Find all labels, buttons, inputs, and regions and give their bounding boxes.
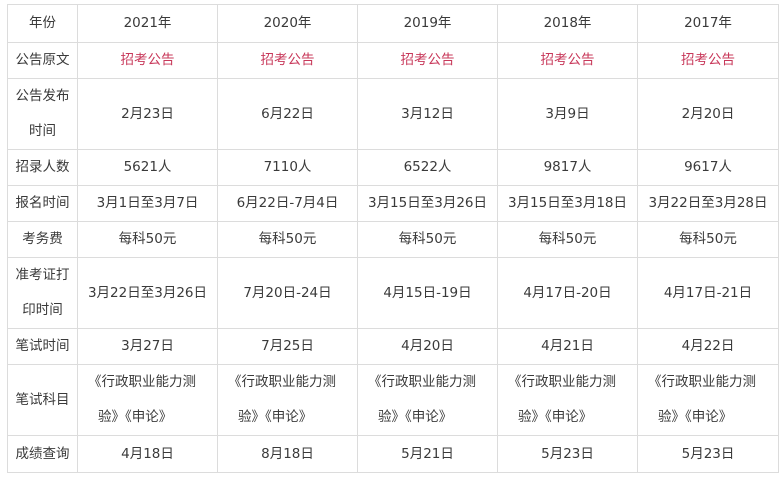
cell: 每科50元 [497, 221, 638, 258]
row-fee: 考务费 每科50元 每科50元 每科50元 每科50元 每科50元 [7, 221, 779, 258]
cell: 5621人 [77, 149, 218, 186]
cell: 2月20日 [637, 78, 779, 150]
cell: 2月23日 [77, 78, 218, 150]
cell: 2018年 [497, 4, 638, 43]
row-written-exam-date: 笔试时间 3月27日 7月25日 4月20日 4月21日 4月22日 [7, 328, 779, 365]
notice-link[interactable]: 招考公告 [357, 42, 498, 79]
cell: 7月25日 [217, 328, 358, 365]
cell: 2017年 [637, 4, 779, 43]
notice-link[interactable]: 招考公告 [217, 42, 358, 79]
notice-link[interactable]: 招考公告 [637, 42, 779, 79]
notice-link[interactable]: 招考公告 [77, 42, 218, 79]
cell: 9817人 [497, 149, 638, 186]
cell-line: 验》《申论》 [238, 409, 313, 425]
cell: 3月15日至3月18日 [497, 185, 638, 222]
row-label: 成绩查询 [7, 435, 78, 473]
cell: 每科50元 [77, 221, 218, 258]
cell: 每科50元 [357, 221, 498, 258]
row-label: 招录人数 [7, 149, 78, 186]
row-label: 笔试时间 [7, 328, 78, 365]
cell: 《行政职业能力测验》《申论》 [357, 364, 498, 436]
cell-line: 《行政职业能力测 [508, 374, 616, 390]
row-label: 笔试科目 [7, 364, 78, 436]
cell: 4月21日 [497, 328, 638, 365]
label-line: 公告发布 [15, 88, 70, 104]
cell: 6月22日-7月4日 [217, 185, 358, 222]
label-line: 准考证打 [15, 267, 70, 283]
exam-schedule-table: 年份 2021年 2020年 2019年 2018年 2017年 公告原文 招考公告 招考公告招… [7, 4, 779, 473]
cell-line: 验》《申论》 [518, 409, 593, 425]
cell: 3月27日 [77, 328, 218, 365]
cell-line: 《行政职业能力测 [88, 374, 196, 390]
cell: 《行政职业能力测验》《申论》 [497, 364, 638, 436]
cell: 6月22日 [217, 78, 358, 150]
row-registration: 报名时间 3月1日至3月7日 6月22日-7月4日 3月15日至3月26日 3月15日至… [7, 185, 779, 222]
cell: 5月23日 [637, 435, 779, 473]
cell: 4月20日 [357, 328, 498, 365]
cell: 5月23日 [497, 435, 638, 473]
cell: 3月22日至3月28日 [637, 185, 779, 222]
label-line: 时间 [29, 123, 56, 139]
cell: 4月18日 [77, 435, 218, 473]
row-score-query: 成绩查询 4月18日 8月18日 5月21日 5月23日 5月23日 [7, 435, 779, 473]
cell: 《行政职业能力测验》《申论》 [217, 364, 358, 436]
row-year: 年份 2021年 2020年 2019年 2018年 2017年 [7, 4, 779, 43]
cell: 3月12日 [357, 78, 498, 150]
cell: 6522人 [357, 149, 498, 186]
cell: 2020年 [217, 4, 358, 43]
cell: 每科50元 [217, 221, 358, 258]
cell: 4月22日 [637, 328, 779, 365]
cell: 8月18日 [217, 435, 358, 473]
cell: 3月22日至3月26日 [77, 257, 218, 329]
cell: 2019年 [357, 4, 498, 43]
cell: 3月1日至3月7日 [77, 185, 218, 222]
cell-line: 《行政职业能力测 [648, 374, 756, 390]
notice-link[interactable]: 招考公告 [497, 42, 638, 79]
row-recruit-count: 招录人数 5621人 7110人 6522人 9817人 9617人 [7, 149, 779, 186]
row-label: 报名时间 [7, 185, 78, 222]
cell: 2021年 [77, 4, 218, 43]
cell: 7月20日-24日 [217, 257, 358, 329]
cell: 4月15日-19日 [357, 257, 498, 329]
row-label: 公告原文 [7, 42, 78, 79]
cell: 3月15日至3月26日 [357, 185, 498, 222]
cell: 9617人 [637, 149, 779, 186]
cell-line: 《行政职业能力测 [228, 374, 336, 390]
cell: 7110人 [217, 149, 358, 186]
cell: 《行政职业能力测验》《申论》 [77, 364, 218, 436]
cell-line: 验》《申论》 [378, 409, 453, 425]
row-label: 年份 [7, 4, 78, 43]
cell: 3月9日 [497, 78, 638, 150]
label-line: 印时间 [22, 302, 63, 318]
row-notice: 公告原文 招考公告 招考公告 招考公告 招考公告 招考公告 [7, 42, 779, 79]
row-admission-ticket: 准考证打 印时间 3月22日至3月26日 7月20日-24日 4月15日-19日 4月17… [7, 257, 779, 329]
row-written-subjects: 笔试科目 《行政职业能力测 验》《申论》 《行政职业能力测 验》《申论》 《行政职业能力测… [7, 364, 779, 436]
row-label: 公告发布 时间 [7, 78, 78, 150]
row-label: 准考证打 印时间 [7, 257, 78, 329]
cell: 4月17日-21日 [637, 257, 779, 329]
row-publish-date: 公告发布 时间 2月23日 6月22日 3月12日 3月9日 2月20日 [7, 78, 779, 150]
cell: 《行政职业能力测验》《申论》 [637, 364, 779, 436]
cell: 每科50元 [637, 221, 779, 258]
cell-line: 验》《申论》 [658, 409, 733, 425]
cell-line: 验》《申论》 [98, 409, 173, 425]
row-label: 考务费 [7, 221, 78, 258]
cell: 4月17日-20日 [497, 257, 638, 329]
cell: 5月21日 [357, 435, 498, 473]
cell-line: 《行政职业能力测 [368, 374, 476, 390]
